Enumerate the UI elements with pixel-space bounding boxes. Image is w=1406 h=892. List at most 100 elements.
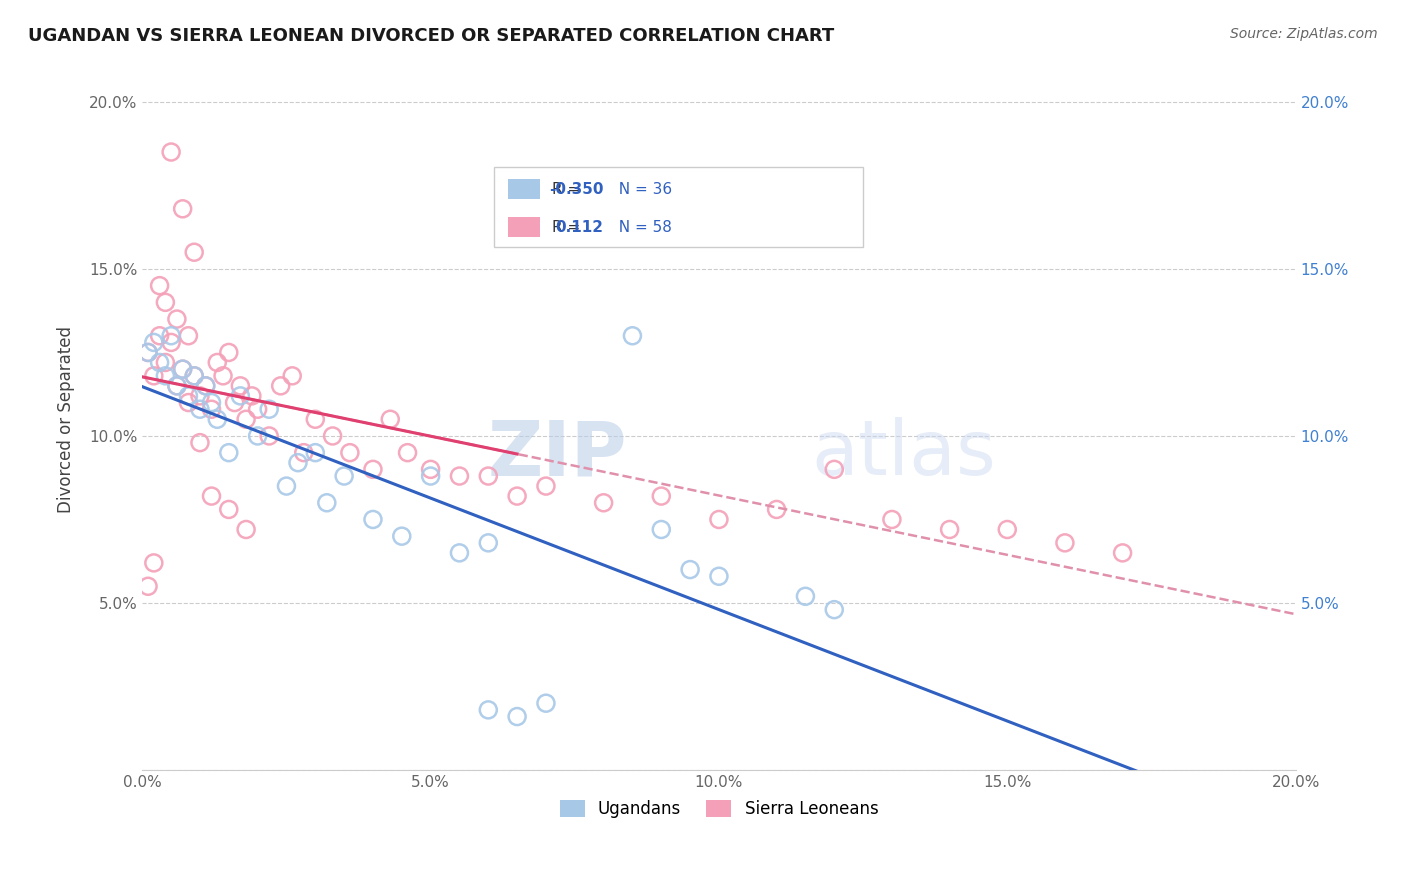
Point xyxy=(592,496,614,510)
Point xyxy=(506,489,529,503)
Point xyxy=(396,445,419,459)
Point xyxy=(506,709,529,723)
Point xyxy=(270,379,292,393)
Point xyxy=(246,429,269,443)
Point xyxy=(995,523,1018,537)
Point xyxy=(880,512,903,526)
Point xyxy=(650,523,672,537)
Point xyxy=(166,312,188,326)
Point xyxy=(155,355,177,369)
Point xyxy=(183,368,205,383)
Point xyxy=(391,529,413,543)
Point xyxy=(218,502,240,516)
Point xyxy=(224,395,246,409)
Point xyxy=(621,328,644,343)
Point xyxy=(160,335,183,350)
Point xyxy=(188,435,211,450)
Text: ZIP: ZIP xyxy=(488,417,627,491)
Text: Source: ZipAtlas.com: Source: ZipAtlas.com xyxy=(1230,27,1378,41)
Point xyxy=(218,345,240,359)
Point xyxy=(200,489,222,503)
Text: -0.350: -0.350 xyxy=(550,182,603,197)
Point xyxy=(177,328,200,343)
Point xyxy=(142,556,165,570)
Point xyxy=(229,379,252,393)
Point xyxy=(194,379,217,393)
Point xyxy=(534,696,557,710)
Point xyxy=(823,602,845,616)
Text: UGANDAN VS SIERRA LEONEAN DIVORCED OR SEPARATED CORRELATION CHART: UGANDAN VS SIERRA LEONEAN DIVORCED OR SE… xyxy=(28,27,834,45)
Point xyxy=(188,389,211,403)
Point xyxy=(136,579,159,593)
Point xyxy=(177,389,200,403)
Point xyxy=(246,402,269,417)
Point xyxy=(136,345,159,359)
Point xyxy=(160,145,183,159)
Point xyxy=(679,563,702,577)
Point xyxy=(172,362,194,376)
Point xyxy=(477,703,499,717)
Point xyxy=(707,512,730,526)
Point xyxy=(419,469,441,483)
Point xyxy=(235,412,257,426)
Point xyxy=(166,379,188,393)
Point xyxy=(333,469,356,483)
Point xyxy=(304,445,326,459)
Point xyxy=(477,469,499,483)
Point xyxy=(534,479,557,493)
Point xyxy=(160,328,183,343)
Point xyxy=(240,389,263,403)
Point xyxy=(136,345,159,359)
Point xyxy=(281,368,304,383)
Text: R =: R = xyxy=(551,182,585,197)
Text: R =: R = xyxy=(551,219,585,235)
Point xyxy=(361,462,384,476)
Point xyxy=(449,469,471,483)
Point xyxy=(149,355,172,369)
FancyBboxPatch shape xyxy=(508,179,540,199)
Point xyxy=(823,462,845,476)
Point xyxy=(287,456,309,470)
Point xyxy=(142,368,165,383)
Point xyxy=(188,402,211,417)
Point xyxy=(257,429,280,443)
Point xyxy=(155,295,177,310)
Point xyxy=(207,355,229,369)
FancyBboxPatch shape xyxy=(508,218,540,237)
Point xyxy=(322,429,344,443)
Point xyxy=(292,445,315,459)
Point xyxy=(650,489,672,503)
Point xyxy=(183,368,205,383)
Point xyxy=(419,462,441,476)
Point xyxy=(172,202,194,216)
Point xyxy=(765,502,787,516)
Point xyxy=(276,479,298,493)
Point xyxy=(149,278,172,293)
Point xyxy=(304,412,326,426)
Point xyxy=(477,536,499,550)
Point xyxy=(149,328,172,343)
Text: N = 58: N = 58 xyxy=(609,219,672,235)
Point xyxy=(794,589,817,603)
Point xyxy=(339,445,361,459)
Point xyxy=(257,402,280,417)
Point xyxy=(1053,536,1076,550)
Point xyxy=(229,389,252,403)
Point xyxy=(194,379,217,393)
Text: atlas: atlas xyxy=(811,417,995,491)
Point xyxy=(207,412,229,426)
Point xyxy=(1111,546,1133,560)
Point xyxy=(235,523,257,537)
Point xyxy=(166,379,188,393)
Point xyxy=(172,362,194,376)
Point xyxy=(183,245,205,260)
Point xyxy=(142,335,165,350)
Point xyxy=(155,368,177,383)
Point xyxy=(449,546,471,560)
Point xyxy=(361,512,384,526)
Y-axis label: Divorced or Separated: Divorced or Separated xyxy=(58,326,75,513)
Text: N = 36: N = 36 xyxy=(609,182,672,197)
Point xyxy=(707,569,730,583)
FancyBboxPatch shape xyxy=(494,167,863,247)
Legend: Ugandans, Sierra Leoneans: Ugandans, Sierra Leoneans xyxy=(553,793,884,825)
